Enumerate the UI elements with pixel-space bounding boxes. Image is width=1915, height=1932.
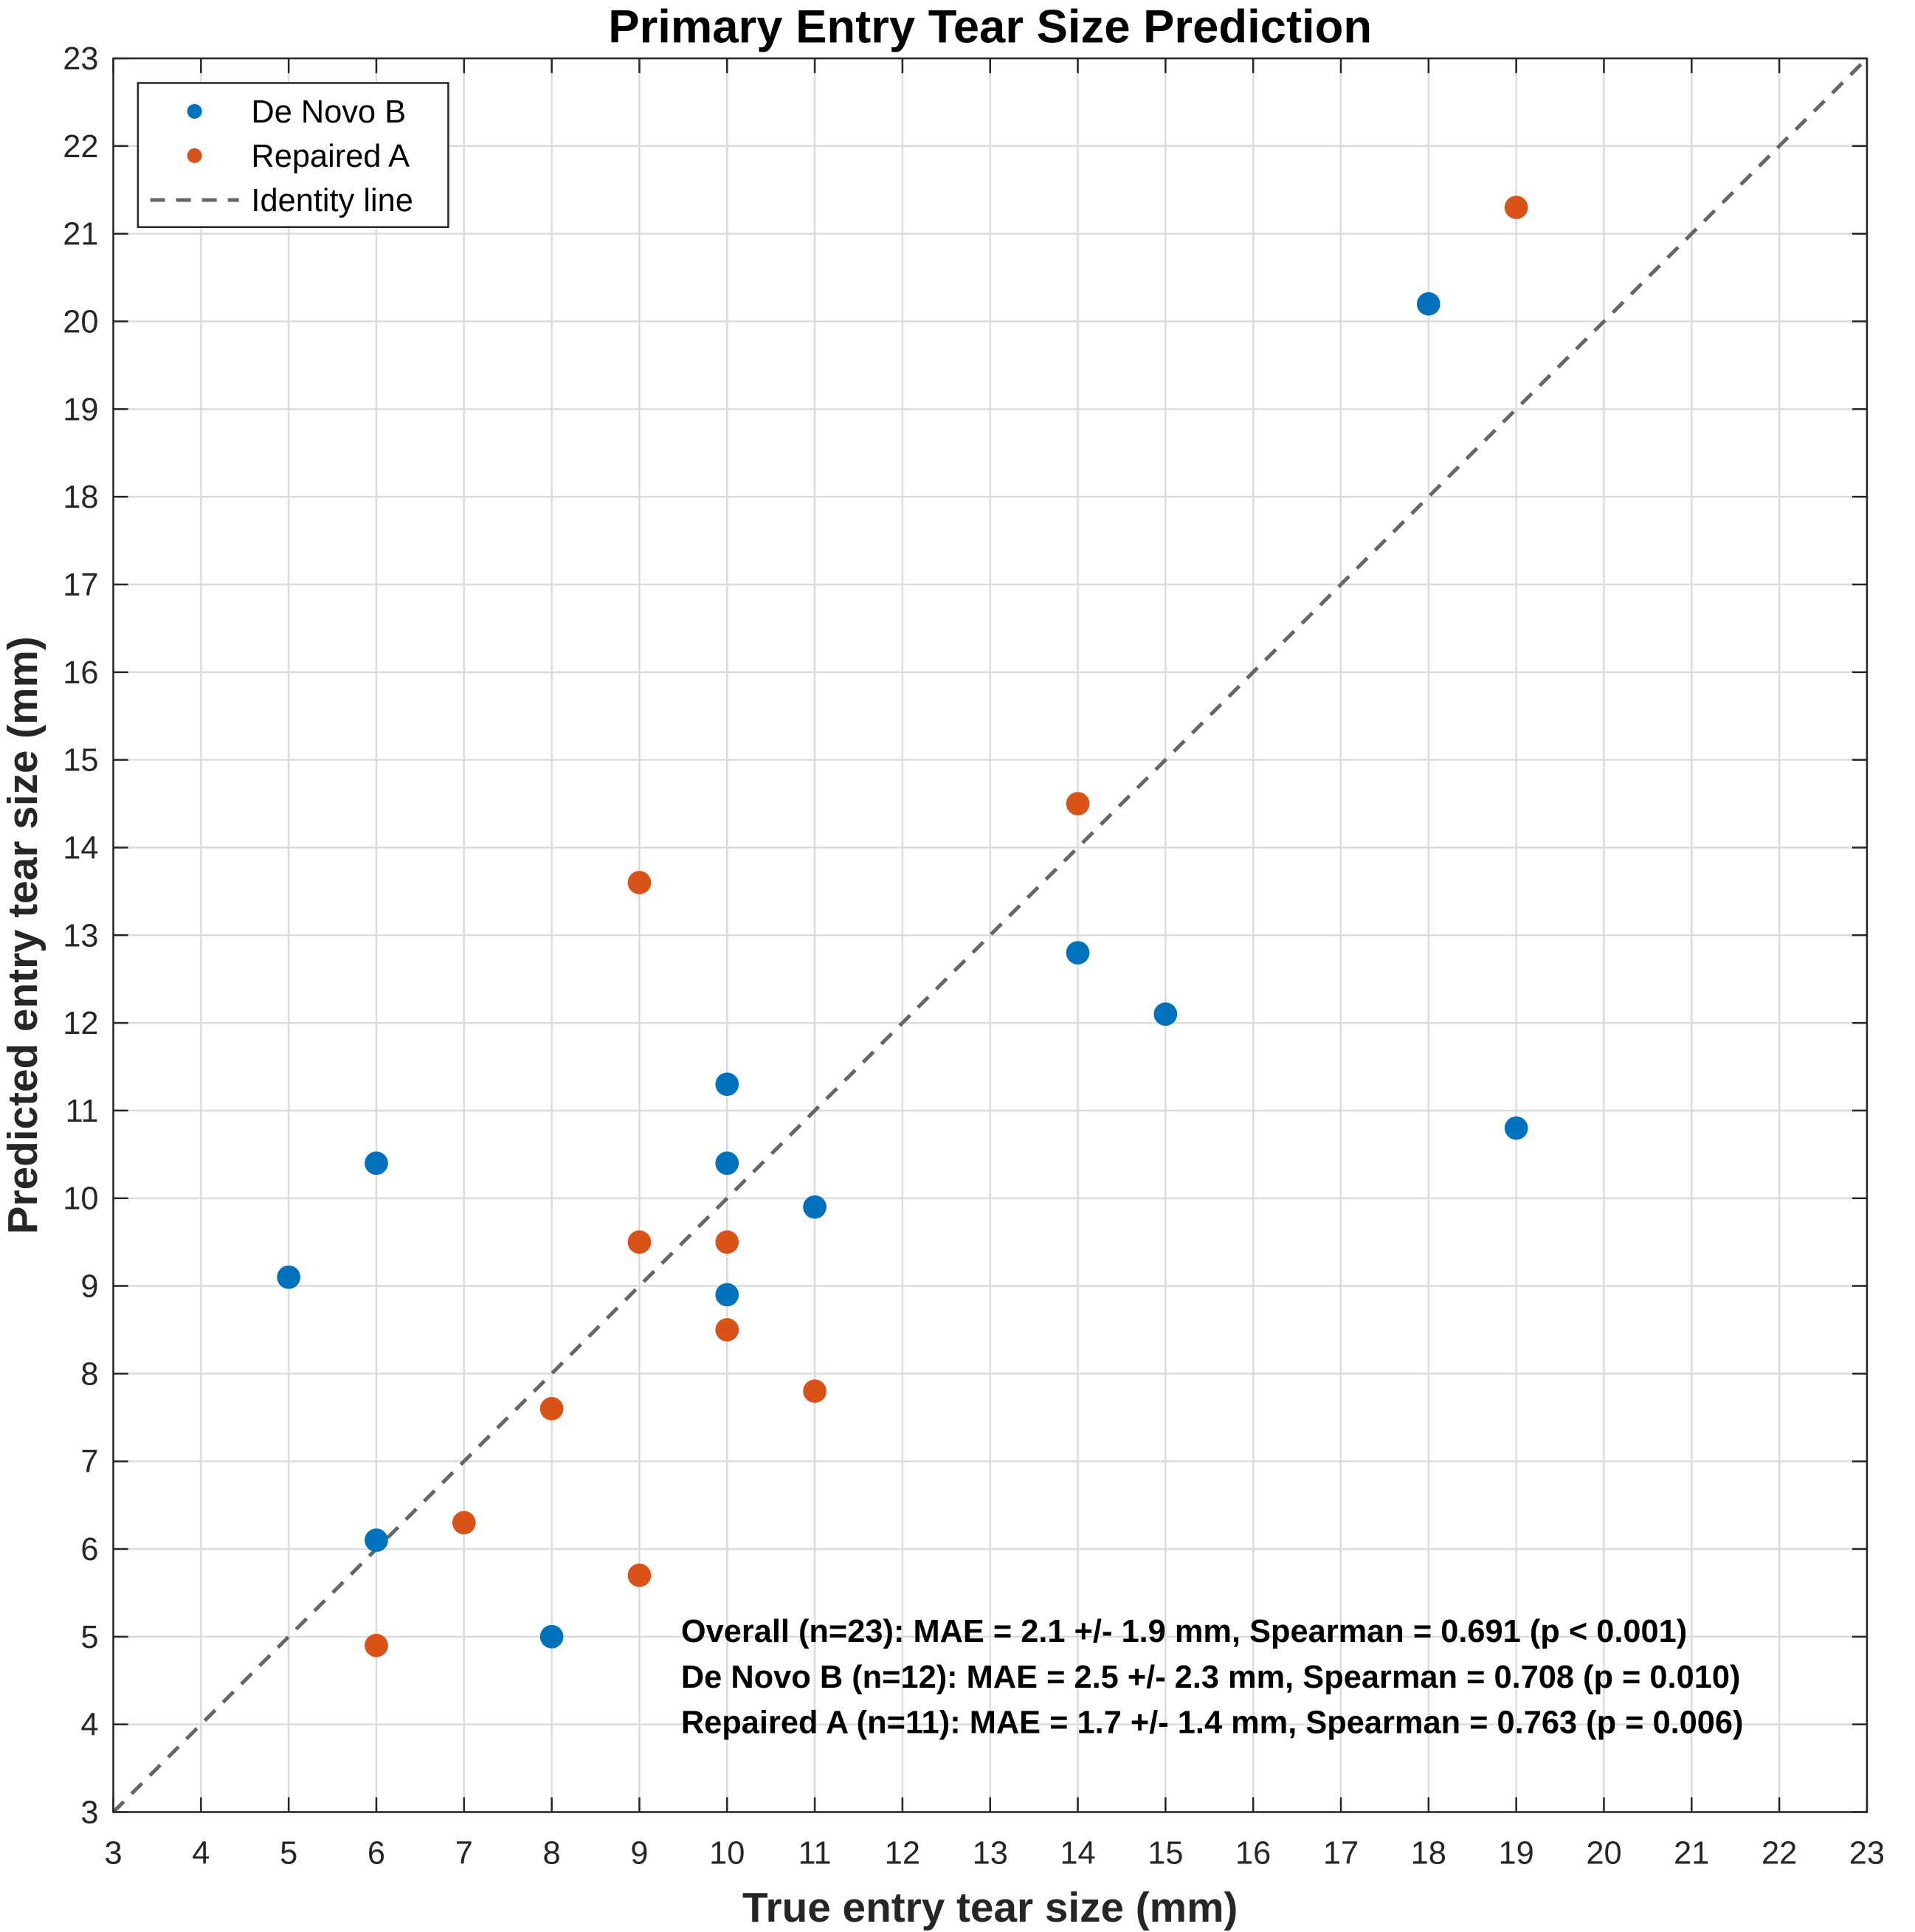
legend-label-de-novo-b: De Novo B [251,94,406,130]
x-tick-label: 21 [1674,1836,1709,1871]
legend-label-repaired-a: Repaired A [251,139,410,174]
x-tick-label: 9 [630,1836,648,1871]
x-tick-label: 8 [543,1836,561,1871]
y-tick-label: 3 [80,1795,98,1830]
y-tick-label: 6 [80,1532,98,1567]
data-point-de-novo-b [715,1283,739,1307]
data-point-de-novo-b [803,1195,827,1219]
y-tick-label: 21 [63,217,98,252]
data-point-de-novo-b [365,1528,388,1552]
x-tick-label: 19 [1499,1836,1534,1871]
y-tick-label: 7 [80,1444,98,1480]
data-point-repaired-a [803,1379,827,1403]
data-point-repaired-a [1066,792,1090,815]
data-point-de-novo-b [1416,291,1440,316]
x-tick-label: 23 [1849,1836,1885,1871]
x-tick-label: 5 [280,1836,297,1871]
y-tick-label: 16 [63,655,98,691]
y-tick-label: 10 [63,1181,98,1217]
x-tick-label: 16 [1235,1836,1271,1871]
ticks: 3 4 5 6 7 8 9 10 11 12 13 14 15 16 17 18 19 20 21 22 23 3 4 5 6 7… [63,41,1885,1871]
data-point-de-novo-b [277,1265,301,1289]
y-tick-label: 17 [63,567,98,603]
data-point-repaired-a [627,1230,652,1255]
data-point-repaired-a [365,1633,388,1657]
data-point-repaired-a [715,1230,739,1255]
annotation-de-novo-b: De Novo B (n=12): MAE = 2.5 +/- 2.3 mm, … [681,1660,1741,1695]
x-tick-label: 3 [104,1836,122,1871]
y-tick-label: 18 [63,480,98,515]
x-tick-label: 18 [1411,1836,1446,1871]
y-tick-label: 19 [63,392,98,427]
y-tick-label: 23 [63,41,98,77]
legend: De Novo B Repaired A Identity line [137,82,449,228]
y-tick-label: 8 [80,1356,98,1392]
y-axis-label: Predicted entry tear size (mm) [0,636,46,1234]
annotation-overall: Overall (n=23): MAE = 2.1 +/- 1.9 mm, Sp… [681,1614,1687,1649]
data-point-de-novo-b [715,1072,739,1097]
data-point-de-novo-b [715,1151,739,1176]
x-tick-label: 12 [885,1836,920,1871]
data-point-repaired-a [539,1397,564,1421]
x-axis-label: True entry tear size (mm) [742,1885,1238,1931]
y-tick-label: 15 [63,743,98,779]
data-point-repaired-a [452,1511,476,1535]
data-point-de-novo-b [539,1624,564,1649]
y-tick-label: 9 [80,1269,98,1305]
y-tick-label: 5 [80,1620,98,1655]
x-tick-label: 11 [798,1836,832,1871]
x-tick-label: 14 [1060,1836,1095,1871]
x-tick-label: 15 [1148,1836,1183,1871]
x-tick-label: 22 [1762,1836,1797,1871]
chart-title: Primary Entry Tear Size Prediction [608,1,1372,52]
y-tick-label: 22 [63,129,98,165]
legend-marker-de-novo-b [187,103,202,119]
x-tick-label: 4 [192,1836,210,1871]
data-point-de-novo-b [1153,1002,1178,1027]
x-tick-label: 13 [973,1836,1008,1871]
x-tick-label: 7 [455,1836,473,1871]
data-point-repaired-a [627,871,652,894]
y-tick-label: 20 [63,305,98,340]
legend-marker-repaired-a [187,148,202,163]
grid [112,57,1869,1813]
y-tick-label: 11 [65,1094,98,1129]
x-tick-label: 17 [1323,1836,1359,1871]
x-tick-label: 20 [1586,1836,1621,1871]
data-point-repaired-a [627,1563,652,1587]
y-tick-label: 4 [80,1708,98,1743]
annotation-repaired-a: Repaired A (n=11): MAE = 1.7 +/- 1.4 mm,… [681,1705,1744,1741]
y-tick-label: 12 [63,1006,98,1041]
x-tick-label: 10 [709,1836,745,1871]
x-tick-label: 6 [368,1836,385,1871]
legend-label-identity-line: Identity line [251,183,413,218]
data-point-de-novo-b [1504,1116,1528,1140]
data-point-de-novo-b [365,1151,388,1176]
data-points [277,196,1528,1657]
data-point-de-novo-b [1066,941,1090,965]
data-point-repaired-a [1504,196,1528,219]
y-tick-label: 14 [63,830,98,866]
y-tick-label: 13 [63,918,98,953]
data-point-repaired-a [715,1318,739,1342]
